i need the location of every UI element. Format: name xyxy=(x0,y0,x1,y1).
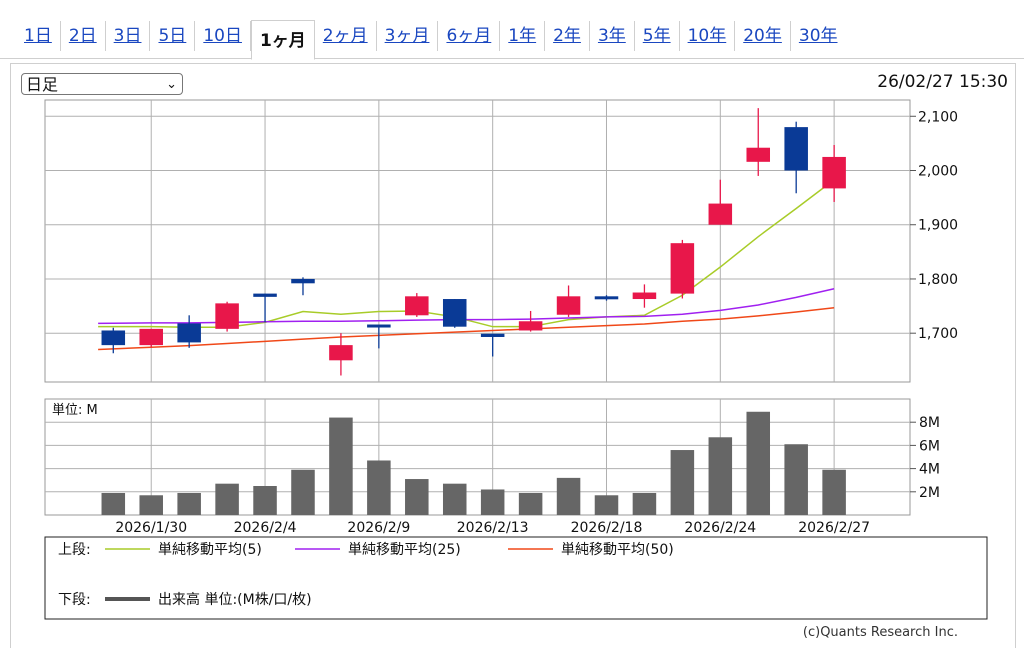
candle-body xyxy=(215,303,239,329)
volume-bar xyxy=(139,495,163,515)
price-tick-label: 1,800 xyxy=(918,272,958,288)
candle-body xyxy=(518,321,543,331)
copyright: (c)Quants Research Inc. xyxy=(803,625,958,640)
tab-9[interactable]: 1年 xyxy=(500,21,546,51)
volume-tick-label: 6M xyxy=(919,438,940,454)
candle-body xyxy=(442,299,467,327)
price-tick-label: 1,900 xyxy=(918,218,958,234)
chart-type-select[interactable]: 日足 ⌄ xyxy=(21,73,183,95)
volume-bar xyxy=(405,479,429,515)
candle-body xyxy=(139,328,163,346)
volume-bar xyxy=(253,486,277,515)
legend-entry-1: 単純移動平均(25) xyxy=(348,542,461,558)
volume-bar xyxy=(442,483,467,515)
tab-8[interactable]: 6ヶ月 xyxy=(438,21,501,51)
x-tick-label: 2026/2/13 xyxy=(457,520,529,536)
candle-body xyxy=(253,293,277,297)
tab-14[interactable]: 20年 xyxy=(735,21,791,51)
price-tick-label: 2,100 xyxy=(918,109,958,125)
ma-line-2 xyxy=(98,306,835,351)
candle-body xyxy=(177,323,201,343)
candle-body xyxy=(670,243,695,294)
volume-unit-label: 単位: M xyxy=(52,402,98,418)
price-tick-label: 2,000 xyxy=(918,164,958,180)
legend-upper-label: 上段: xyxy=(58,542,91,558)
volume-bar xyxy=(367,460,391,515)
tab-2[interactable]: 3日 xyxy=(106,21,151,51)
x-tick-label: 2026/2/27 xyxy=(798,520,870,536)
tab-6[interactable]: 2ヶ月 xyxy=(315,21,377,51)
candle-body xyxy=(480,333,505,337)
volume-tick-label: 8M xyxy=(919,415,940,431)
x-tick-label: 2026/2/24 xyxy=(684,520,756,536)
volume-bar xyxy=(556,477,581,515)
period-tabs: 1日 2日 3日 5日 10日 1ヶ月 2ヶ月 3ヶ月 6ヶ月 1年 2年 3年 5年 10年 20年 30年 xyxy=(18,20,846,60)
legend-lower-label: 下段: xyxy=(58,592,91,608)
period-tab-bar: 1日 2日 3日 5日 10日 1ヶ月 2ヶ月 3ヶ月 6ヶ月 1年 2年 3年 5年 10年 20年 30年 xyxy=(0,0,1024,60)
volume-bar xyxy=(594,495,619,515)
x-tick-label: 2026/1/30 xyxy=(115,520,187,536)
x-tick-label: 2026/2/9 xyxy=(347,520,410,536)
tab-7[interactable]: 3ヶ月 xyxy=(377,21,439,51)
legend-box xyxy=(44,536,988,620)
candle-body xyxy=(101,330,126,346)
x-tick-label: 2026/2/18 xyxy=(571,520,643,536)
tab-1[interactable]: 2日 xyxy=(61,21,106,51)
tab-4[interactable]: 10日 xyxy=(195,21,251,51)
volume-bar xyxy=(101,492,126,515)
tab-10[interactable]: 2年 xyxy=(545,21,590,51)
candle-body xyxy=(784,127,808,171)
volume-bar xyxy=(822,469,846,515)
candle-body xyxy=(594,296,619,300)
candle-body xyxy=(746,147,771,162)
volume-bar xyxy=(177,492,201,515)
volume-bar xyxy=(708,437,733,515)
candle-body xyxy=(708,203,733,225)
tab-11[interactable]: 3年 xyxy=(590,21,635,51)
volume-bar xyxy=(291,469,315,515)
legend-volume-entry: 出来高 単位:(M株/口/枚) xyxy=(158,591,312,608)
legend-entry-2: 単純移動平均(50) xyxy=(561,542,674,558)
volume-bar xyxy=(329,417,353,515)
legend-entry-0: 単純移動平均(5) xyxy=(158,542,262,558)
candle-body xyxy=(291,278,315,284)
price-tick-label: 1,700 xyxy=(918,326,958,342)
candle-body xyxy=(405,296,429,316)
chevron-down-icon: ⌄ xyxy=(166,77,177,92)
volume-tick-label: 2M xyxy=(919,485,940,501)
volume-bar xyxy=(480,489,505,515)
tab-3[interactable]: 5日 xyxy=(150,21,196,51)
timestamp: 26/02/27 15:30 xyxy=(877,72,1008,92)
volume-bar xyxy=(215,483,239,515)
chart-type-value: 日足 xyxy=(26,75,59,94)
tab-12[interactable]: 5年 xyxy=(635,21,680,51)
candle-body xyxy=(367,324,391,328)
candle-body xyxy=(822,156,846,189)
tab-15[interactable]: 30年 xyxy=(798,26,838,46)
volume-plot-area xyxy=(44,398,911,516)
x-tick-label: 2026/2/4 xyxy=(234,520,297,536)
volume-bar xyxy=(518,492,543,515)
candle-body xyxy=(556,296,581,315)
volume-bar xyxy=(632,492,657,515)
volume-tick-label: 4M xyxy=(919,462,940,478)
volume-bar xyxy=(670,450,695,515)
candle-body xyxy=(329,345,353,361)
volume-bar xyxy=(746,411,771,515)
candle-body xyxy=(632,292,657,300)
tab-5[interactable]: 1ヶ月 xyxy=(250,20,315,60)
tab-13[interactable]: 10年 xyxy=(680,21,736,51)
tab-0[interactable]: 1日 xyxy=(18,21,61,51)
price-plot-area xyxy=(44,99,911,383)
volume-bar xyxy=(784,444,808,515)
